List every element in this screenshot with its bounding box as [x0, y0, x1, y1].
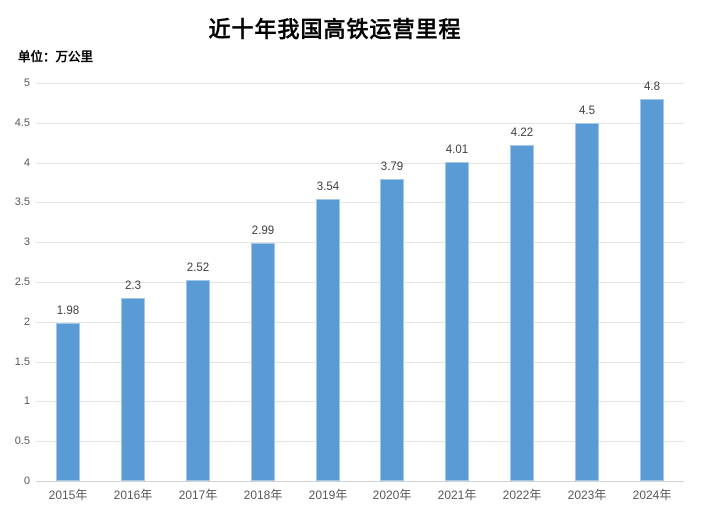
- data-label: 4.5: [579, 105, 595, 117]
- bar-2019年: [316, 199, 340, 481]
- bar-2021年: [445, 162, 469, 481]
- y-tick-label: 1: [23, 395, 30, 407]
- y-tick-label: 3: [23, 236, 30, 248]
- data-label: 4.01: [445, 144, 469, 156]
- y-tick-label: 4.5: [14, 117, 30, 129]
- gridline: [36, 362, 684, 363]
- y-tick-label: 1.5: [14, 356, 30, 368]
- x-tick-label: 2023年: [567, 488, 607, 502]
- data-label: 3.54: [316, 181, 340, 193]
- bar-2018年: [251, 243, 275, 481]
- x-tick-label: 2015年: [48, 488, 88, 502]
- x-tick-label: 2018年: [243, 488, 283, 502]
- x-tick-label: 2016年: [113, 488, 153, 502]
- gridline: [36, 401, 684, 402]
- bar-2023年: [575, 123, 599, 481]
- x-tick-label: 2024年: [632, 488, 672, 502]
- bar-2016年: [121, 298, 145, 481]
- gridline: [36, 242, 684, 243]
- gridline: [36, 322, 684, 323]
- data-label: 3.79: [380, 161, 404, 173]
- y-tick-label: 4: [23, 157, 30, 169]
- y-tick-label: 2.5: [14, 276, 30, 288]
- y-tick-label: 5: [23, 77, 30, 89]
- data-label: 4.22: [510, 127, 534, 139]
- data-label: 4.8: [644, 81, 660, 93]
- x-tick-label: 2020年: [372, 488, 412, 502]
- data-label: 1.98: [56, 305, 80, 317]
- x-tick-label: 2017年: [178, 488, 218, 502]
- bar-2020年: [380, 179, 404, 481]
- chart-title: 近十年我国高铁运营里程: [208, 17, 462, 42]
- x-tick-label: 2021年: [437, 488, 477, 502]
- y-tick-label: 0.5: [14, 435, 30, 447]
- x-tick-label: 2019年: [308, 488, 348, 502]
- data-label: 2.52: [186, 262, 210, 274]
- bar-2015年: [56, 323, 80, 481]
- gridline: [36, 282, 684, 283]
- gridline: [36, 163, 684, 164]
- data-label: 2.3: [125, 280, 141, 292]
- y-tick-label: 2: [23, 316, 30, 328]
- gridline: [36, 123, 684, 124]
- gridline: [36, 83, 684, 84]
- y-tick-label: 3.5: [14, 196, 30, 208]
- bar-2017年: [186, 280, 210, 481]
- x-tick-label: 2022年: [502, 488, 542, 502]
- data-label: 2.99: [251, 225, 275, 237]
- unit-label: 单位：万公里: [18, 50, 94, 64]
- x-axis-line: [36, 481, 684, 482]
- bar-2022年: [510, 145, 534, 481]
- gridline: [36, 441, 684, 442]
- y-tick-label: 0: [23, 475, 30, 487]
- gridline: [36, 202, 684, 203]
- bar-2024年: [640, 99, 664, 481]
